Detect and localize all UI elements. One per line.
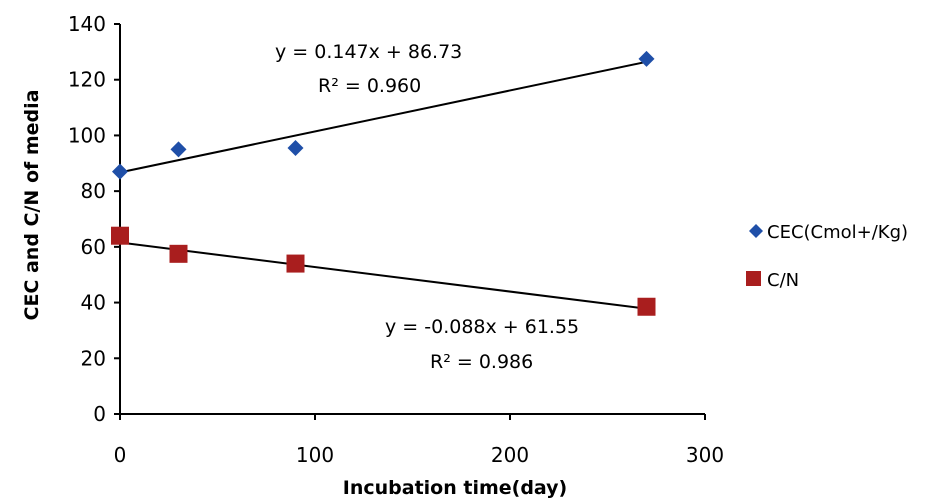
y-tick-label: 80 [81,179,106,203]
cec-trend-r2: R² = 0.960 [318,75,421,97]
x-ticks: 0 100 200 300 [114,414,724,467]
cn-data-point [169,244,188,263]
trendlines [119,60,647,310]
legend-label-cn: C/N [767,270,799,291]
y-tick-label: 60 [81,235,106,259]
y-tick-label: 100 [68,123,106,147]
cec-trendline [119,60,647,174]
legend-diamond-marker [749,224,763,238]
cec-data-point [112,163,128,180]
y-tick-label: 140 [68,12,106,36]
cn-trendline [119,241,647,310]
x-tick-label: 100 [296,443,334,467]
x-tick-label: 300 [686,443,724,467]
y-tick-label: 40 [81,291,106,315]
y-axis-title: CEC and C/N of media [21,90,43,321]
cec-data-point [638,50,655,67]
y-tick-label: 120 [68,68,106,92]
data-points [111,50,656,316]
x-tick-label: 0 [114,443,127,467]
legend-label-cec: CEC(Cmol+/Kg) [767,222,908,243]
legend: CEC(Cmol+/Kg) C/N [746,222,908,291]
cec-data-point [170,141,187,158]
y-tick-label: 0 [93,402,106,426]
cn-trend-r2: R² = 0.986 [430,351,533,373]
y-ticks: 0 20 40 60 80 100 120 140 [68,12,120,426]
cn-data-point [286,254,305,273]
legend-item-cn: C/N [746,270,799,291]
legend-square-marker [746,271,761,286]
cec-data-point [287,139,304,156]
cn-trend-equation: y = -0.088x + 61.55 [385,316,579,338]
x-tick-label: 200 [491,443,529,467]
cn-data-point [111,226,129,245]
cn-data-point [637,297,656,316]
cec-trend-equation: y = 0.147x + 86.73 [275,41,462,63]
y-tick-label: 20 [81,346,106,370]
legend-item-cec: CEC(Cmol+/Kg) [749,222,908,243]
x-axis-title: Incubation time(day) [343,477,567,499]
axes [119,24,705,415]
